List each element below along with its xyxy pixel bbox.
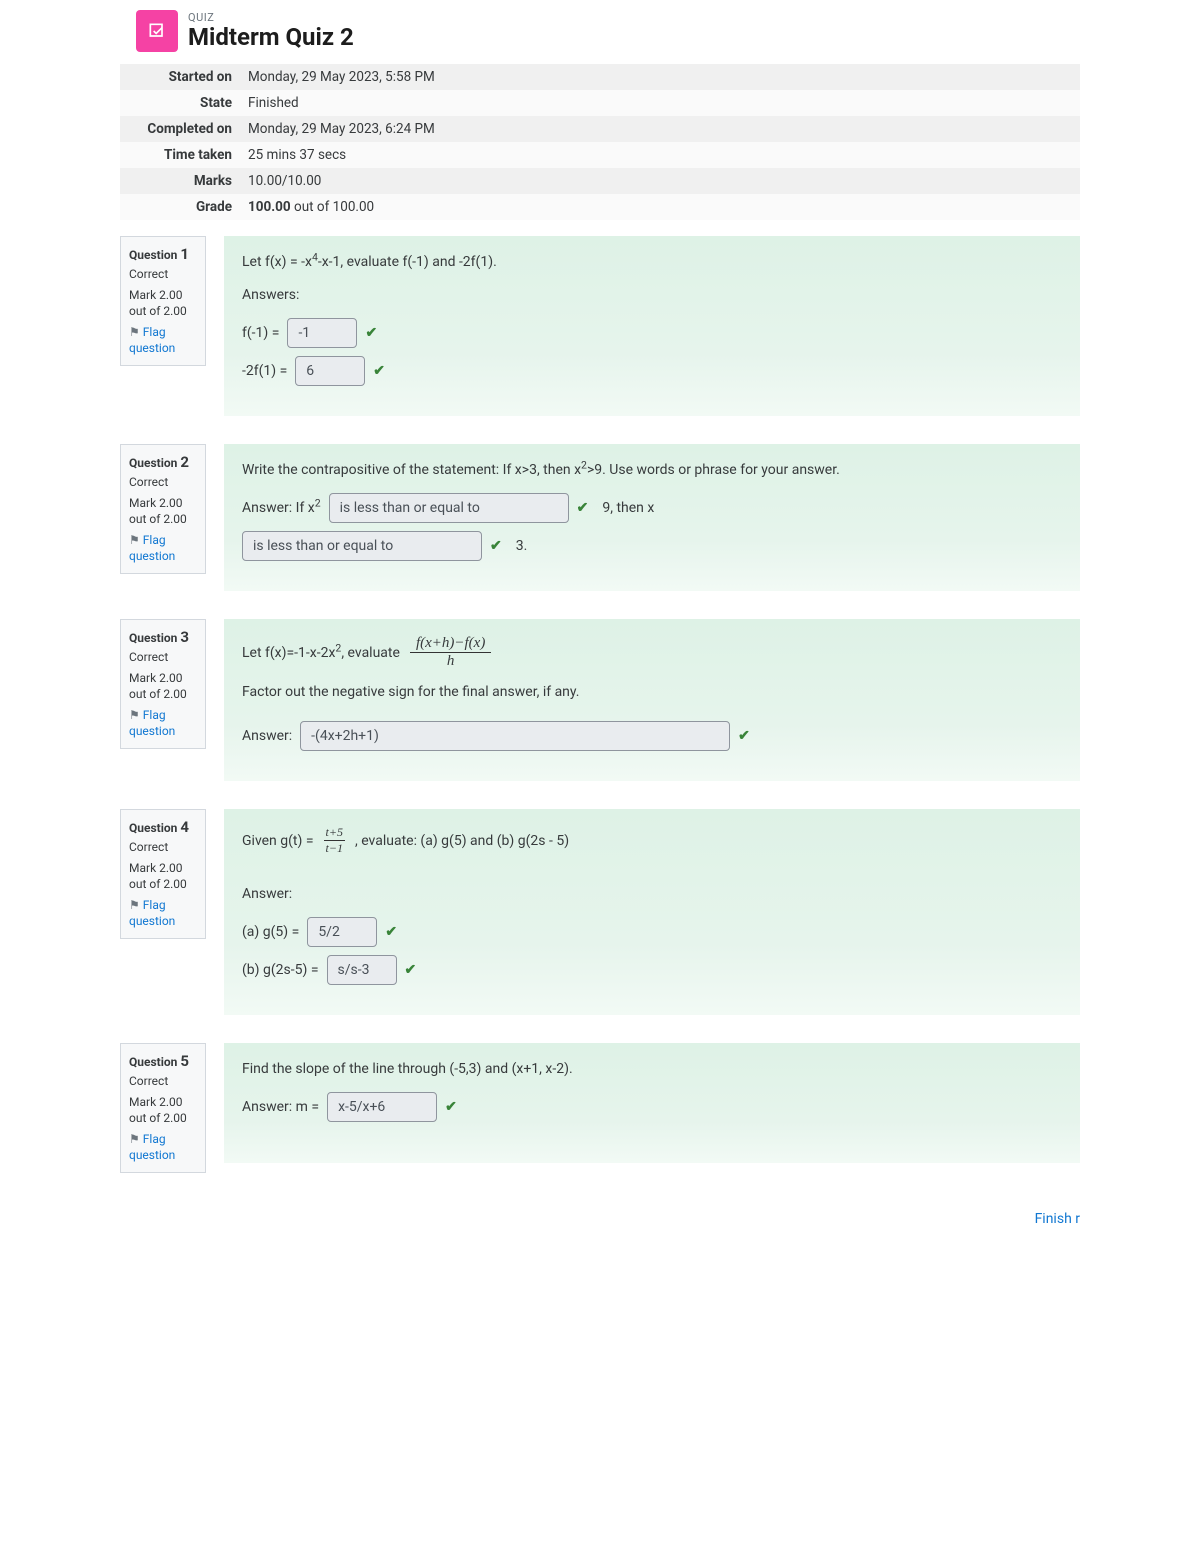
flag-question-link[interactable]: ⚑Flag question	[129, 533, 197, 564]
finish-review-link[interactable]: Finish r	[1035, 1211, 1080, 1227]
answer-input[interactable]: 6	[295, 356, 365, 386]
summary-label: Marks	[120, 168, 240, 194]
finish-review-row: Finish r	[120, 1201, 1080, 1237]
question-number: Question 5	[129, 1052, 197, 1070]
question-body: Write the contrapositive of the statemen…	[224, 444, 1080, 591]
answer-lead: Answer:	[242, 728, 292, 744]
summary-value: 100.00 out of 100.00	[240, 194, 1080, 220]
question-body: Let f(x) = -x4-x-1, evaluate f(-1) and -…	[224, 236, 1080, 416]
answer-input[interactable]: 5/2	[307, 917, 377, 947]
question-prompt: Find the slope of the line through (-5,3…	[242, 1059, 1062, 1080]
flag-icon: ⚑	[129, 1132, 140, 1148]
answer-input[interactable]: -(4x+2h+1)	[300, 721, 730, 751]
summary-value: Monday, 29 May 2023, 5:58 PM	[240, 64, 1080, 90]
answer-input[interactable]: -1	[287, 318, 357, 348]
answer-lead: Answer: If x2	[242, 500, 321, 516]
question-number: Question 3	[129, 628, 197, 646]
check-icon: ✔	[405, 962, 417, 978]
question-status: Correct	[129, 840, 197, 854]
question-hint: Factor out the negative sign for the fin…	[242, 682, 1062, 703]
answer-lead: Answer: m =	[242, 1099, 319, 1115]
flag-question-link[interactable]: ⚑Flag question	[129, 708, 197, 739]
summary-label: Completed on	[120, 116, 240, 142]
answer-input[interactable]: x-5/x+6	[327, 1092, 437, 1122]
summary-label: Started on	[120, 64, 240, 90]
quiz-title: Midterm Quiz 2	[188, 24, 354, 50]
question-info: Question 2 Correct Mark 2.00 out of 2.00 ⚑F…	[120, 444, 206, 574]
question-prompt: Given g(t) =t+5t−1, evaluate: (a) g(5) a…	[242, 825, 1062, 856]
answer-input[interactable]: s/s-3	[327, 955, 397, 985]
check-icon: ✔	[373, 363, 385, 379]
check-icon: ✔	[490, 538, 502, 554]
question-info: Question 1 Correct Mark 2.00 out of 2.00 ⚑F…	[120, 236, 206, 366]
check-icon: ✔	[445, 1099, 457, 1115]
question-mark: Mark 2.00 out of 2.00	[129, 860, 197, 892]
question-body: Find the slope of the line through (-5,3…	[224, 1043, 1080, 1163]
answer-lead: (a) g(5) =	[242, 924, 299, 940]
answer-input[interactable]: is less than or equal to	[329, 493, 569, 523]
flag-question-link[interactable]: ⚑Flag question	[129, 1132, 197, 1163]
check-icon: ✔	[365, 325, 377, 341]
question-number: Question 2	[129, 453, 197, 471]
flag-icon: ⚑	[129, 533, 140, 549]
question-mark: Mark 2.00 out of 2.00	[129, 1094, 197, 1126]
summary-label: Time taken	[120, 142, 240, 168]
question-status: Correct	[129, 475, 197, 489]
question-prompt: Let f(x) = -x4-x-1, evaluate f(-1) and -…	[242, 252, 1062, 273]
check-icon: ✔	[738, 728, 750, 744]
question-body: Let f(x)=-1-x-2x2, evaluatef(x+h)−f(x)h F…	[224, 619, 1080, 781]
summary-value: 10.00/10.00	[240, 168, 1080, 194]
question-mark: Mark 2.00 out of 2.00	[129, 287, 197, 319]
question-status: Correct	[129, 1074, 197, 1088]
question-status: Correct	[129, 650, 197, 664]
question-info: Question 3 Correct Mark 2.00 out of 2.00 ⚑F…	[120, 619, 206, 749]
quiz-header: QUIZ Midterm Quiz 2	[120, 10, 1080, 52]
answer-input[interactable]: is less than or equal to	[242, 531, 482, 561]
summary-label: Grade	[120, 194, 240, 220]
flag-question-link[interactable]: ⚑Flag question	[129, 325, 197, 356]
question-info: Question 4 Correct Mark 2.00 out of 2.00 ⚑F…	[120, 809, 206, 939]
answer-lead: f(-1) =	[242, 325, 279, 341]
summary-value: Finished	[240, 90, 1080, 116]
question-mark: Mark 2.00 out of 2.00	[129, 495, 197, 527]
question-prompt: Write the contrapositive of the statemen…	[242, 460, 1062, 481]
question-mark: Mark 2.00 out of 2.00	[129, 670, 197, 702]
answers-label: Answer:	[242, 884, 1062, 905]
answer-tail: 3.	[516, 538, 528, 554]
answers-label: Answers:	[242, 285, 1062, 306]
answer-lead: (b) g(2s-5) =	[242, 962, 319, 978]
question-number: Question 1	[129, 245, 197, 263]
flag-icon: ⚑	[129, 325, 140, 341]
summary-label: State	[120, 90, 240, 116]
summary-value: Monday, 29 May 2023, 6:24 PM	[240, 116, 1080, 142]
check-icon: ✔	[577, 500, 589, 516]
summary-table: Started onMonday, 29 May 2023, 5:58 PMSt…	[120, 64, 1080, 220]
question-status: Correct	[129, 267, 197, 281]
answer-tail: 9, then x	[602, 500, 654, 516]
question-number: Question 4	[129, 818, 197, 836]
question-info: Question 5 Correct Mark 2.00 out of 2.00 ⚑F…	[120, 1043, 206, 1173]
flag-question-link[interactable]: ⚑Flag question	[129, 898, 197, 929]
check-icon: ✔	[385, 924, 397, 940]
question-body: Given g(t) =t+5t−1, evaluate: (a) g(5) a…	[224, 809, 1080, 1015]
answer-lead: -2f(1) =	[242, 363, 287, 379]
flag-icon: ⚑	[129, 708, 140, 724]
summary-value: 25 mins 37 secs	[240, 142, 1080, 168]
question-prompt: Let f(x)=-1-x-2x2, evaluatef(x+h)−f(x)h	[242, 635, 1062, 670]
quiz-icon	[136, 10, 178, 52]
flag-icon: ⚑	[129, 898, 140, 914]
